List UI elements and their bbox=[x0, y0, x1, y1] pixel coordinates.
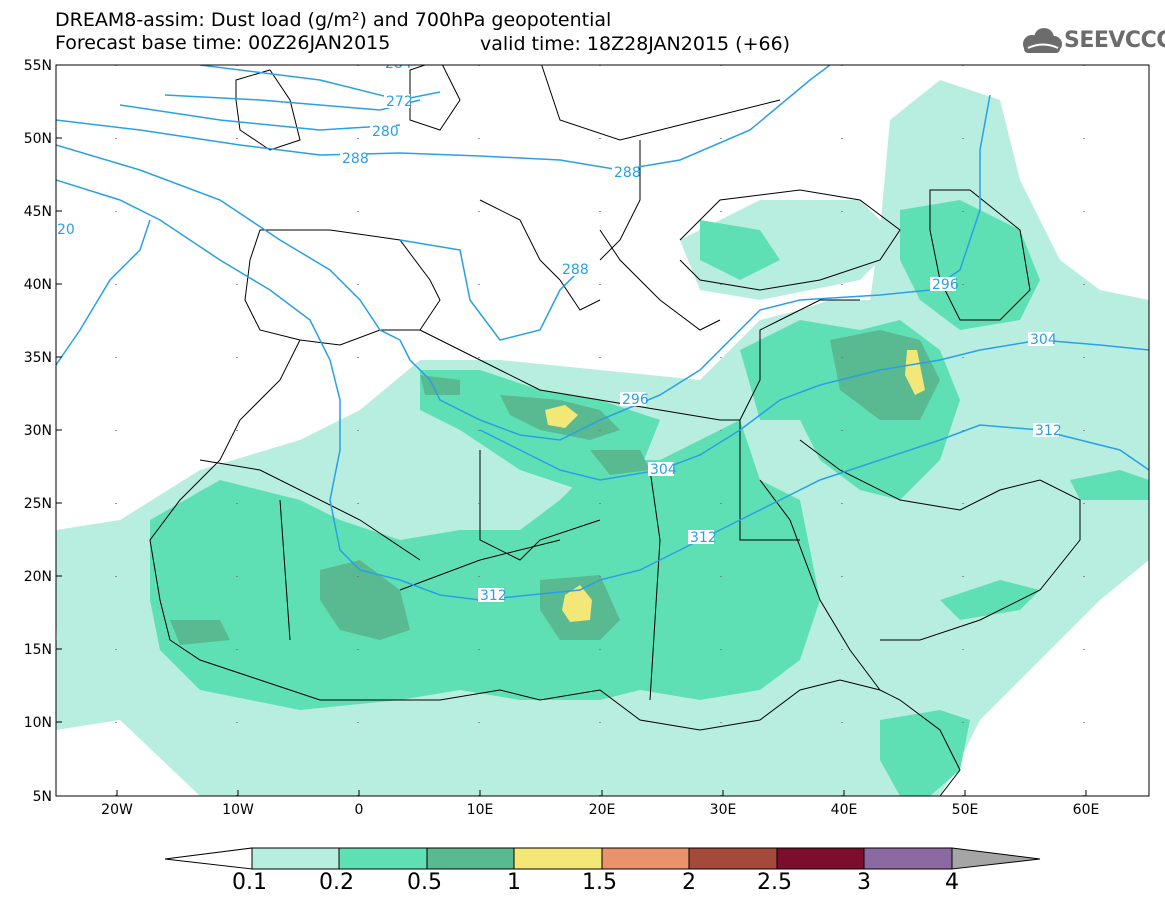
lat-label: 35N bbox=[24, 350, 52, 366]
colorbar-label: 1 bbox=[507, 870, 521, 895]
colorbar-label: 4 bbox=[945, 870, 959, 895]
colorbar-low-arrow bbox=[164, 847, 253, 870]
geopotential-contours bbox=[56, 65, 1149, 601]
lat-label: 20N bbox=[24, 569, 52, 585]
colorbar-swatch bbox=[426, 847, 515, 870]
colorbar-swatch bbox=[601, 847, 690, 870]
contour-labels: 272 280 288 288 288 296 304 312 312 304 … bbox=[56, 56, 1062, 604]
lat-labels: 55N 50N 45N 40N 35N 30N 25N 20N 15N 10N … bbox=[24, 58, 52, 805]
valid-time-label: valid time: 18Z28JAN2015 (+66) bbox=[480, 33, 791, 55]
contour-label: 296 bbox=[622, 392, 649, 408]
colorbar-swatch bbox=[776, 847, 865, 870]
colorbar-label: 3 bbox=[857, 870, 871, 895]
colorbar-label: 1.5 bbox=[582, 870, 617, 895]
lon-label: 20W bbox=[101, 802, 133, 818]
colorbar-swatch bbox=[513, 847, 603, 870]
lat-label: 30N bbox=[24, 423, 52, 439]
map-title: DREAM8-assim: Dust load (g/m²) and 700hP… bbox=[55, 9, 612, 31]
colorbar-swatch bbox=[338, 847, 428, 870]
base-time-label: Forecast base time: 00Z26JAN2015 bbox=[55, 32, 391, 54]
lon-label: 10E bbox=[467, 802, 494, 818]
lat-label: 25N bbox=[24, 496, 52, 512]
lon-label: 30E bbox=[710, 802, 737, 818]
contour-label: 284 bbox=[385, 56, 412, 72]
lon-label: 60E bbox=[1073, 802, 1100, 818]
lat-label: 45N bbox=[24, 204, 52, 220]
contour-label: 288 bbox=[342, 151, 369, 167]
contour-label: 304 bbox=[650, 462, 677, 478]
lat-label: 50N bbox=[24, 131, 52, 147]
lat-label: 5N bbox=[33, 789, 52, 805]
colorbar-label: 2 bbox=[682, 870, 696, 895]
contour-label: 20 bbox=[57, 222, 75, 238]
colorbar-label: 0.2 bbox=[319, 870, 354, 895]
contour-label: 312 bbox=[480, 588, 507, 604]
contour-label: 272 bbox=[386, 94, 413, 110]
colorbar-swatch bbox=[251, 847, 340, 870]
lat-label: 15N bbox=[24, 642, 52, 658]
colorbar-swatch bbox=[863, 847, 953, 870]
lon-ticks bbox=[116, 790, 1087, 796]
contour-label: 312 bbox=[690, 530, 717, 546]
lat-label: 10N bbox=[24, 715, 52, 731]
contour-label: 296 bbox=[932, 277, 959, 293]
colorbar-swatch bbox=[688, 847, 778, 870]
lat-label: 55N bbox=[24, 58, 52, 74]
lon-labels: 20W 10W 0 10E 20E 30E 40E 50E 60E bbox=[101, 802, 1099, 818]
lon-label: 0 bbox=[355, 802, 364, 818]
contour-label: 280 bbox=[372, 124, 399, 140]
colorbar-label: 0.5 bbox=[407, 870, 442, 895]
contour-label: 288 bbox=[562, 262, 589, 278]
lon-label: 10W bbox=[222, 802, 254, 818]
contour-label: 288 bbox=[614, 165, 641, 181]
lat-ticks bbox=[56, 64, 62, 797]
contour-label: 312 bbox=[1035, 423, 1062, 439]
lon-label: 40E bbox=[831, 802, 858, 818]
colorbar-label: 0.1 bbox=[232, 870, 267, 895]
colorbar-label: 2.5 bbox=[757, 870, 792, 895]
seevccc-logo: SEEVCCC bbox=[1064, 28, 1165, 53]
cloud-icon bbox=[1023, 28, 1062, 53]
contour-label: 304 bbox=[1030, 332, 1057, 348]
lat-label: 40N bbox=[24, 277, 52, 293]
lon-label: 50E bbox=[952, 802, 979, 818]
colorbar-high-arrow bbox=[951, 847, 1041, 870]
colorbar bbox=[164, 847, 1041, 870]
lon-label: 20E bbox=[589, 802, 616, 818]
